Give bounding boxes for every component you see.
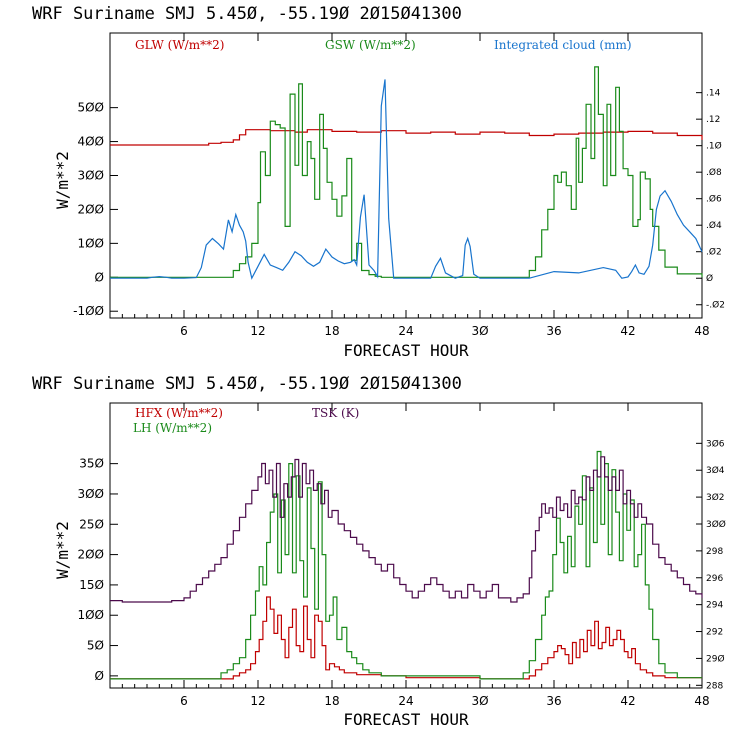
panel2-rtick-label: 29Ø bbox=[706, 653, 725, 664]
panel1-xtick-label: 42 bbox=[620, 324, 635, 338]
panel2-xtick-label: 6 bbox=[180, 694, 188, 708]
panel2-ytick-label: 25Ø bbox=[79, 517, 104, 531]
panel1-legend-cloud: Integrated cloud (mm) bbox=[494, 38, 632, 52]
panel1-legend-gsw: GSW (W/m**2) bbox=[325, 38, 416, 52]
panel1-series-gsw bbox=[110, 66, 703, 278]
panel2-rtick-label: 3Ø2 bbox=[706, 492, 725, 503]
panel1-ticks: 6 12 18 24 3Ø 36 42 48 -1ØØ Ø 1ØØ 2ØØ 3ØØ 4ØØ 5ØØ -.Ø2 Ø… bbox=[73, 33, 725, 338]
panel1-xtick-label: 18 bbox=[324, 324, 339, 338]
panel2-ytick-label: 3ØØ bbox=[77, 487, 104, 501]
panel2-rtick-label: 288 bbox=[706, 681, 723, 691]
panel2-rtick-label: 292 bbox=[706, 628, 723, 638]
panel2-legend-tsk: TSK (K) bbox=[312, 406, 359, 420]
panel1-rtick-label: .Ø2 bbox=[706, 247, 722, 258]
panel1-ytick-label: -1ØØ bbox=[73, 304, 104, 318]
panel2-ylabel: W/m**2 bbox=[53, 521, 72, 579]
panel1-rtick-label: Ø bbox=[706, 273, 713, 284]
panel1-series bbox=[110, 66, 703, 280]
panel2-xtick-label: 36 bbox=[546, 694, 561, 708]
panel1-ytick-label: 2ØØ bbox=[77, 202, 104, 216]
panel2-ytick-label: 15Ø bbox=[79, 578, 104, 592]
panel2-rtick-label: 298 bbox=[706, 547, 723, 557]
panel1-legend-glw: GLW (W/m**2) bbox=[135, 38, 224, 52]
panel1-ytick-label: 1ØØ bbox=[77, 236, 104, 250]
panel1-rtick-label: .Ø4 bbox=[706, 220, 722, 231]
panel1-xtick-label: 3Ø bbox=[471, 324, 488, 338]
panel1-xlabel: FORECAST HOUR bbox=[343, 341, 469, 360]
panel-surface-fluxes: WRF Suriname SMJ 5.45Ø, -55.19Ø 2Ø15Ø413… bbox=[32, 374, 726, 729]
panel1-ytick-label: 4ØØ bbox=[77, 135, 104, 149]
panel2-ytick-label: Ø bbox=[95, 669, 104, 683]
panel2-xtick-label: 42 bbox=[620, 694, 635, 708]
panel2-ticks: 6 12 18 24 3Ø 36 42 48 Ø 5Ø 1ØØ 15Ø 2ØØ 25Ø 3ØØ 35Ø 288 2… bbox=[77, 403, 726, 708]
panel2-xtick-label: 12 bbox=[250, 694, 265, 708]
panel2-ytick-label: 1ØØ bbox=[77, 608, 104, 622]
panel1-ytick-label: Ø bbox=[95, 270, 104, 284]
panel2-ytick-label: 2ØØ bbox=[77, 548, 104, 562]
panel2-xtick-label: 18 bbox=[324, 694, 339, 708]
panel2-rtick-label: 3Ø6 bbox=[706, 438, 725, 449]
panel2-legend-hfx: HFX (W/m**2) bbox=[135, 406, 223, 420]
panel1-title: WRF Suriname SMJ 5.45Ø, -55.19Ø 2Ø15Ø413… bbox=[32, 4, 462, 24]
panel1-rtick-label: .Ø8 bbox=[706, 167, 722, 178]
panel1-ytick-label: 3ØØ bbox=[77, 169, 104, 183]
panel1-xtick-label: 12 bbox=[250, 324, 265, 338]
panel2-legend-lh: LH (W/m**2) bbox=[133, 421, 212, 435]
panel1-series-integrated bbox=[110, 79, 703, 280]
panel2-rtick-label: 3Ø4 bbox=[706, 465, 725, 476]
panel1-series-glw bbox=[110, 129, 703, 146]
panel1-ytick-label: 5ØØ bbox=[77, 101, 104, 115]
panel2-ytick-label: 35Ø bbox=[79, 457, 104, 471]
panel2-xtick-label: 48 bbox=[694, 694, 709, 708]
panel1-rtick-label: -.Ø2 bbox=[706, 300, 725, 311]
panel2-rtick-label: 294 bbox=[706, 601, 723, 611]
panel2-rtick-label: 296 bbox=[706, 574, 723, 584]
panel2-series-hfx bbox=[110, 596, 702, 680]
panel2-xlabel: FORECAST HOUR bbox=[343, 710, 469, 729]
panel2-xtick-label: 3Ø bbox=[471, 694, 488, 708]
panel1-xtick-label: 24 bbox=[398, 324, 413, 338]
panel1-rtick-label: .1Ø bbox=[706, 141, 722, 152]
panel1-ylabel: W/m**2 bbox=[53, 151, 72, 209]
panel1-xtick-label: 36 bbox=[546, 324, 561, 338]
panel2-xtick-label: 24 bbox=[398, 694, 413, 708]
panel-radiation: WRF Suriname SMJ 5.45Ø, -55.19Ø 2Ø15Ø413… bbox=[32, 4, 725, 360]
panel1-rtick-label: .Ø6 bbox=[706, 194, 722, 205]
panel2-series-lh bbox=[110, 450, 702, 680]
panel1-xtick-label: 6 bbox=[180, 324, 188, 338]
panel2-ytick-label: 5Ø bbox=[87, 639, 104, 653]
panel2-series-tsk bbox=[110, 456, 703, 603]
panel1-rtick-label: .14 bbox=[706, 89, 721, 99]
panel1-xtick-label: 48 bbox=[694, 324, 709, 338]
panel2-rtick-label: 3ØØ bbox=[706, 519, 726, 530]
panel2-title: WRF Suriname SMJ 5.45Ø, -55.19Ø 2Ø15Ø413… bbox=[32, 374, 462, 394]
panel2-series bbox=[110, 450, 703, 680]
panel1-rtick-label: .12 bbox=[706, 115, 720, 125]
